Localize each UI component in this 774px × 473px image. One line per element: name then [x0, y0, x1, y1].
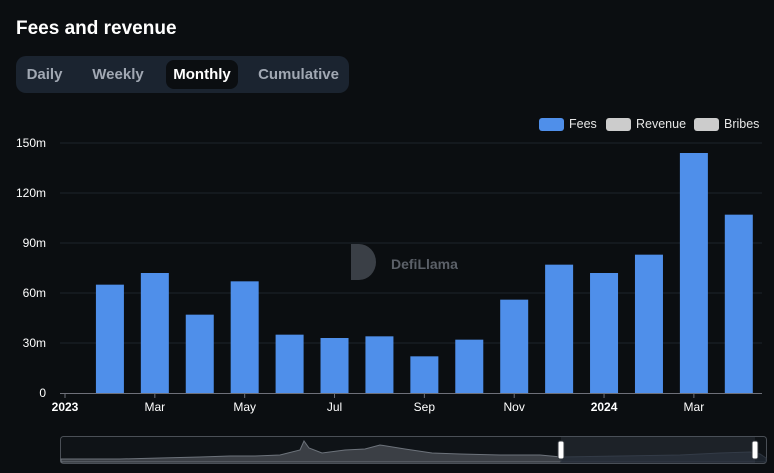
x-tick-label: May [233, 400, 256, 414]
bar-fees[interactable] [410, 356, 439, 393]
defillama-logo-icon [351, 244, 376, 280]
bar-fees[interactable] [230, 281, 259, 393]
x-tick-label: Sep [414, 400, 436, 414]
zoom-handle-left[interactable] [557, 440, 565, 460]
legend-swatch-fees [539, 118, 564, 131]
x-tick-label: 2023 [52, 400, 79, 414]
watermark-text: DefiLlama [391, 256, 458, 272]
zoom-handle-right[interactable] [751, 440, 759, 460]
bar-fees[interactable] [365, 336, 394, 393]
legend-label-bribes: Bribes [724, 117, 760, 131]
data-zoom-slider[interactable]: III [60, 436, 767, 464]
zoom-selected-area [560, 451, 767, 463]
bar-fees[interactable] [95, 284, 124, 393]
y-tick-label: 60m [23, 286, 46, 300]
period-tabs: Daily Weekly Monthly Cumulative [16, 56, 349, 93]
legend-label-fees: Fees [569, 117, 597, 131]
bar-fees[interactable] [275, 334, 304, 393]
watermark: DefiLlama [351, 244, 458, 280]
tab-daily[interactable]: Daily [26, 66, 63, 83]
bar-fees[interactable] [590, 273, 619, 393]
x-tick-label: 2024 [591, 400, 618, 414]
chart-title: Fees and revenue [16, 18, 177, 39]
legend-swatch-bribes [694, 118, 719, 131]
bar-fees[interactable] [679, 153, 708, 393]
tab-weekly[interactable]: Weekly [92, 66, 144, 83]
x-tick-label: Jul [327, 400, 342, 414]
legend-label-revenue: Revenue [636, 117, 687, 131]
bar-fees[interactable] [455, 339, 484, 393]
bar-fees[interactable] [140, 273, 169, 393]
tab-cumulative[interactable]: Cumulative [258, 66, 339, 83]
zoom-selection-window[interactable] [561, 436, 755, 464]
bar-fees[interactable] [500, 299, 529, 393]
tab-monthly[interactable]: Monthly [166, 60, 238, 89]
legend-swatch-revenue [606, 118, 631, 131]
x-tick-label: Mar [145, 400, 166, 414]
y-tick-label: 150m [16, 136, 46, 150]
bar-fees[interactable] [320, 338, 349, 393]
zoom-overview-area [60, 439, 562, 463]
y-tick-label: 120m [16, 186, 46, 200]
bar-fees[interactable] [634, 254, 663, 393]
x-tick-label: Mar [684, 400, 705, 414]
y-tick-label: 0 [39, 386, 46, 400]
bar-fees[interactable] [545, 264, 574, 393]
bar-fees[interactable] [724, 214, 753, 393]
x-tick-label: Nov [504, 400, 525, 414]
y-tick-label: 30m [23, 336, 46, 350]
y-tick-label: 90m [23, 236, 46, 250]
bar-fees[interactable] [185, 314, 214, 393]
